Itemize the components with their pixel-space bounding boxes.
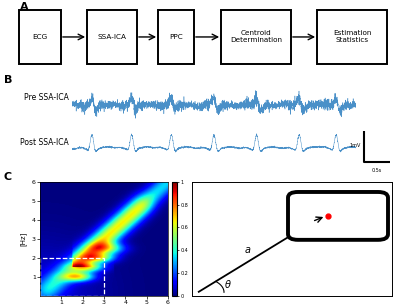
Text: A: A — [20, 2, 29, 12]
FancyBboxPatch shape — [158, 10, 194, 64]
Text: C: C — [4, 172, 12, 182]
Text: Pre SSA-ICA: Pre SSA-ICA — [24, 93, 69, 102]
Text: a: a — [245, 245, 251, 255]
Y-axis label: [Hz]: [Hz] — [20, 232, 26, 246]
Text: 0.5s: 0.5s — [372, 168, 382, 173]
Text: 1mV: 1mV — [350, 143, 361, 148]
FancyBboxPatch shape — [221, 10, 291, 64]
Text: SSA-ICA: SSA-ICA — [98, 34, 126, 40]
Text: B: B — [4, 75, 12, 85]
Text: Post SSA-ICA: Post SSA-ICA — [20, 138, 69, 147]
FancyBboxPatch shape — [87, 10, 137, 64]
Text: θ: θ — [225, 280, 231, 290]
Text: ECG: ECG — [32, 34, 48, 40]
FancyBboxPatch shape — [19, 10, 61, 64]
Text: Centroid
Determination: Centroid Determination — [230, 30, 282, 43]
Text: Estimation
Statistics: Estimation Statistics — [333, 30, 371, 43]
FancyBboxPatch shape — [288, 192, 388, 240]
Text: PPC: PPC — [169, 34, 183, 40]
Bar — [40, 258, 104, 296]
FancyBboxPatch shape — [317, 10, 387, 64]
